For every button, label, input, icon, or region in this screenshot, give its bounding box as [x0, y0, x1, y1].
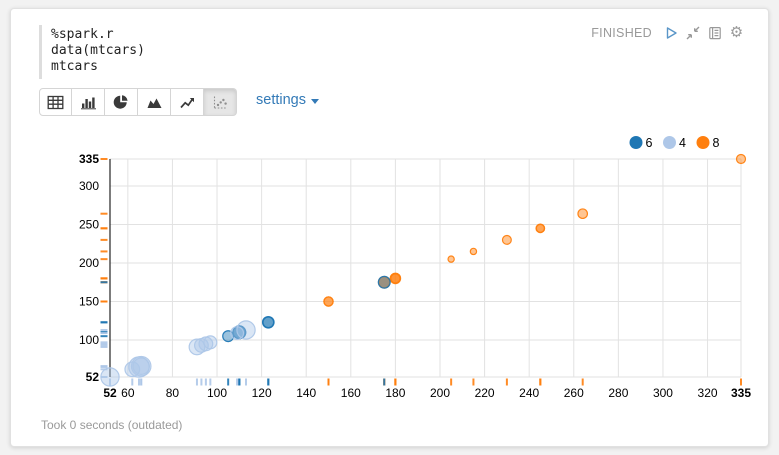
scatter-plot-icon	[213, 96, 227, 109]
chart-type-toolbar	[39, 88, 237, 116]
area-chart-button[interactable]	[138, 88, 171, 116]
data-point[interactable]	[203, 335, 218, 350]
data-point[interactable]	[236, 320, 256, 340]
gear-icon: ⚙	[729, 24, 744, 41]
scatter-chart[interactable]: 52 60 80 100 120 140 160 180 200 220 240 260 280 300 3…	[66, 127, 778, 409]
data-point[interactable]	[230, 326, 245, 341]
data-point[interactable]	[389, 272, 402, 285]
chart-area: 52 60 80 100 120 140 160 180 200 220 240 260 280 300 3…	[66, 127, 778, 414]
data-point[interactable]	[535, 223, 545, 233]
bar-chart-icon	[80, 97, 96, 109]
x-axis-label: 60	[121, 386, 135, 400]
code-editor[interactable]: %spark.r data(mtcars) mtcars	[39, 25, 339, 79]
legend-label[interactable]: 8	[713, 136, 720, 150]
line-chart-icon	[179, 97, 194, 108]
data-point[interactable]	[735, 153, 747, 165]
data-point[interactable]	[447, 255, 455, 263]
y-axis-label: 250	[79, 217, 99, 231]
data-point[interactable]	[188, 338, 206, 356]
x-axis-label: 80	[166, 386, 180, 400]
x-axis-label: 140	[296, 386, 316, 400]
line-chart-button[interactable]	[171, 88, 204, 116]
x-axis-label: 200	[430, 386, 450, 400]
x-axis-label: 280	[608, 386, 628, 400]
area-chart-icon	[147, 98, 161, 108]
data-point[interactable]	[577, 208, 589, 220]
y-axis-label: 150	[79, 295, 99, 309]
execution-time-label: Took 0 seconds (outdated)	[41, 418, 183, 432]
paragraph-card: %spark.r data(mtcars) mtcars FINISHED	[10, 8, 769, 447]
settings-label: settings	[256, 92, 306, 108]
y-axis-label: 52	[86, 370, 100, 384]
chevron-down-icon	[310, 98, 319, 104]
y-axis-label: 300	[79, 179, 99, 193]
y-axis-label: 200	[79, 256, 99, 270]
y-axis-label: 335	[79, 152, 99, 166]
data-point[interactable]	[390, 273, 401, 284]
data-point[interactable]	[377, 275, 391, 289]
data-point[interactable]	[501, 234, 512, 245]
bar-chart-button[interactable]	[72, 88, 105, 116]
table-icon	[47, 95, 64, 109]
x-axis-label: 180	[385, 386, 405, 400]
x-axis-label: 335	[731, 386, 751, 400]
y-axis-label: 100	[79, 333, 99, 347]
data-point[interactable]	[262, 316, 275, 329]
legend-swatch[interactable]	[663, 136, 676, 149]
legend-label[interactable]: 4	[679, 136, 686, 150]
x-axis-label: 100	[207, 386, 227, 400]
data-point[interactable]	[100, 367, 120, 387]
x-axis-label: 220	[475, 386, 495, 400]
legend-swatch[interactable]	[629, 136, 643, 149]
data-point[interactable]	[132, 357, 151, 376]
output-toggle-button[interactable]	[707, 25, 722, 40]
collapse-button[interactable]	[685, 25, 700, 40]
compress-icon	[686, 26, 699, 39]
legend-swatch[interactable]	[696, 136, 710, 149]
x-axis-label: 300	[653, 386, 673, 400]
table-view-button[interactable]	[39, 88, 72, 116]
status-label: FINISHED	[591, 25, 652, 40]
x-axis-label: 320	[698, 386, 718, 400]
book-icon	[708, 26, 721, 39]
data-point[interactable]	[323, 296, 334, 307]
legend-label[interactable]: 6	[646, 136, 653, 150]
run-button[interactable]	[663, 25, 678, 40]
x-axis-label: 120	[252, 386, 272, 400]
play-icon	[666, 26, 677, 39]
paragraph-status-bar: FINISHED ⚙	[591, 25, 744, 40]
paragraph-settings-button[interactable]: ⚙	[729, 25, 744, 40]
x-axis-label: 52	[103, 386, 117, 400]
scatter-chart-button[interactable]	[204, 88, 237, 116]
settings-dropdown[interactable]: settings	[256, 92, 319, 108]
x-axis-label: 160	[341, 386, 361, 400]
pie-chart-button[interactable]	[105, 88, 138, 116]
data-point[interactable]	[469, 247, 478, 256]
x-axis-label: 260	[564, 386, 584, 400]
x-axis-label: 240	[519, 386, 539, 400]
pie-chart-icon	[113, 95, 128, 109]
